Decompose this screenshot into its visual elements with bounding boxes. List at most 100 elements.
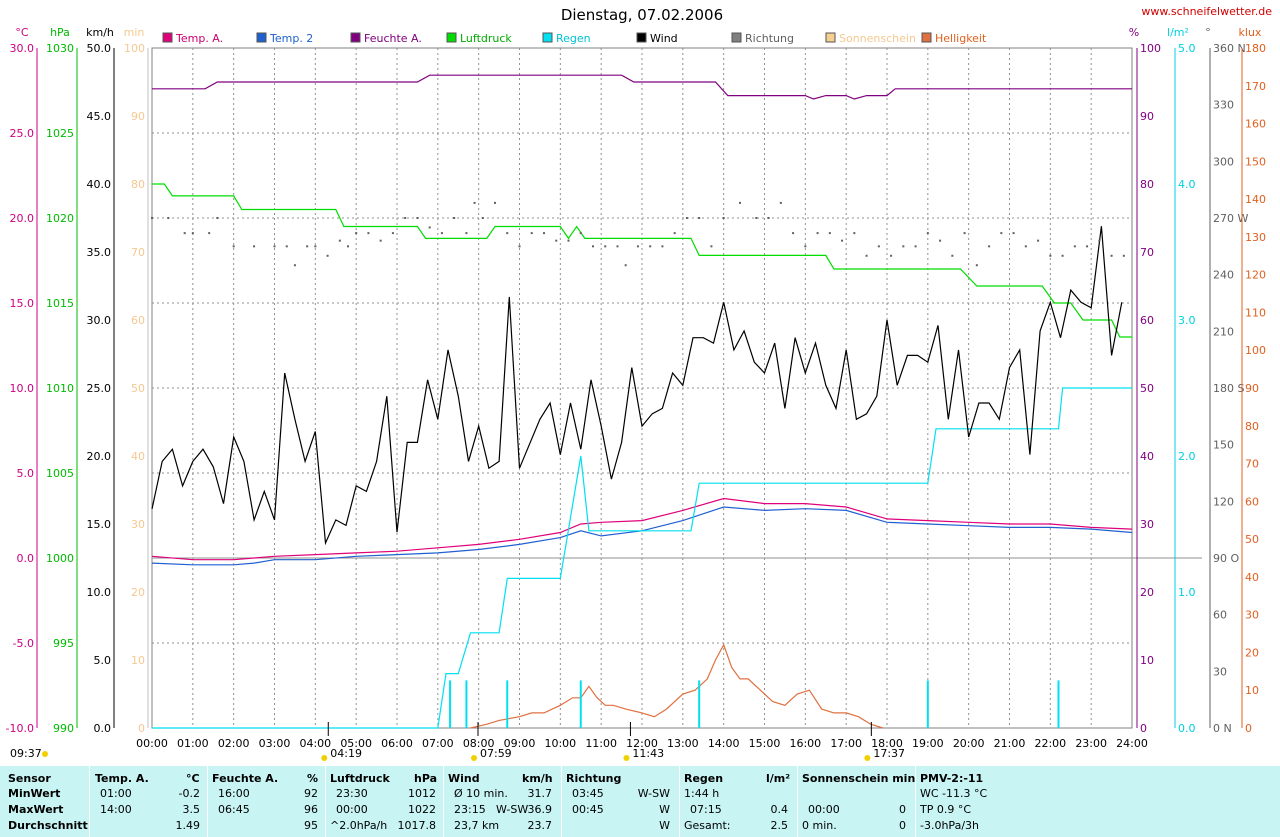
row-min-label: MinWert xyxy=(8,787,61,800)
brightness-tick-label: 150 xyxy=(1245,155,1266,168)
direction-dot xyxy=(1049,254,1052,257)
x-tick-label: 08:00 xyxy=(463,737,495,750)
rain-tick-label: 1.0 xyxy=(1178,586,1196,599)
direction-dot xyxy=(1098,239,1101,242)
legend-swatch xyxy=(256,32,267,43)
direction-dot xyxy=(567,239,570,242)
humidity-tick-label: 90 xyxy=(1140,110,1154,123)
legend-swatch xyxy=(825,32,836,43)
pressure-tick-label: 1005 xyxy=(46,467,74,480)
x-tick-label: 17:00 xyxy=(830,737,862,750)
brightness-tick-label: 120 xyxy=(1245,269,1266,282)
direction-tick-label: 120 xyxy=(1213,495,1234,508)
series-feuchte-a xyxy=(152,74,1132,100)
rain-tick-label: 5.0 xyxy=(1178,42,1196,55)
direction-tick-label: 240 xyxy=(1213,269,1234,282)
pressure-tick-label: 990 xyxy=(53,722,74,735)
pressure-tick-label: 1020 xyxy=(46,212,74,225)
temp-tick-label: 30.0 xyxy=(10,42,35,55)
chart-legend: Temp. A. Temp. 2 Feuchte A. Luftdruck Regen W… xyxy=(162,32,987,45)
brightness-unit-label: klux xyxy=(1239,26,1262,39)
temp-tick-label: 25.0 xyxy=(10,127,35,140)
max-press-time: 00:00 xyxy=(336,803,368,816)
direction-dot xyxy=(624,264,627,267)
x-tick-label: 05:00 xyxy=(340,737,372,750)
chart-title: Dienstag, 07.02.2006 xyxy=(561,6,723,24)
temp-unit-label: °C xyxy=(15,26,29,39)
legend-swatch xyxy=(162,32,173,43)
chart-series: 04:19 07:59 11:43 17:37 09:37 xyxy=(10,74,1133,761)
humidity-tick-label: 70 xyxy=(1140,246,1154,259)
min-dir-val: W-SW xyxy=(637,787,670,800)
weather-chart: 30.025.020.015.010.05.00.0-5.0-10.0°C103… xyxy=(6,6,1266,761)
min-dir-time: 03:45 xyxy=(572,787,604,800)
direction-dot xyxy=(453,217,456,219)
direction-tick-label: 300 xyxy=(1213,155,1234,168)
max-temp-time: 14:00 xyxy=(100,803,132,816)
sunshine-tick-label: 0 xyxy=(138,722,145,735)
hdr-wind: Wind xyxy=(448,772,480,785)
direction-dot xyxy=(293,264,296,267)
direction-dot xyxy=(1037,239,1040,242)
humidity-tick-label: 30 xyxy=(1140,518,1154,531)
pressure-tick-label: 1025 xyxy=(46,127,74,140)
pressure-tick-label: 1030 xyxy=(46,42,74,55)
wind-unit-label: km/h xyxy=(86,26,114,39)
direction-dot xyxy=(314,245,317,248)
direction-dot xyxy=(604,245,607,248)
rain-tick-label: 4.0 xyxy=(1178,178,1196,191)
min-press-val: 1012 xyxy=(408,787,436,800)
x-tick-label: 06:00 xyxy=(381,737,413,750)
direction-dot xyxy=(285,245,288,248)
x-tick-label: 13:00 xyxy=(667,737,699,750)
direction-dot xyxy=(355,232,358,235)
direction-dot xyxy=(191,232,194,235)
brightness-tick-label: 60 xyxy=(1245,495,1259,508)
sunshine-tick-label: 40 xyxy=(131,450,145,463)
min-hum-val: 92 xyxy=(304,787,318,800)
site-url[interactable]: www.schneifelwetter.de xyxy=(1141,5,1272,18)
direction-dot xyxy=(440,232,443,235)
direction-dot xyxy=(698,217,701,219)
avg-temp-val: 1.49 xyxy=(175,819,201,832)
temp-tick-label: 15.0 xyxy=(10,297,35,310)
rain-duration: 1:44 h xyxy=(684,787,720,800)
direction-tick-label: 360 N xyxy=(1213,42,1246,55)
sunshine-unit-label: min xyxy=(124,26,145,39)
legend-swatch xyxy=(636,32,647,43)
row-avg-label: Durchschnitt xyxy=(8,819,88,832)
direction-dot xyxy=(404,217,407,219)
rain-total-val: 2.5 xyxy=(770,819,789,832)
direction-dot xyxy=(841,239,844,242)
wind-tick-label: 30.0 xyxy=(87,314,112,327)
direction-dot xyxy=(939,239,942,242)
wind-tick-label: 45.0 xyxy=(87,110,112,123)
avg-wind-val: 23.7 xyxy=(527,819,553,832)
hdr-dir: Richtung xyxy=(566,772,622,785)
pressure-tick-label: 1010 xyxy=(46,382,74,395)
moon-icon xyxy=(623,755,630,761)
direction-dot xyxy=(216,217,219,219)
x-tick-label: 02:00 xyxy=(218,737,250,750)
direction-dot xyxy=(1122,254,1125,257)
hdr-rain: Regen xyxy=(684,772,724,785)
humidity-tick-label: 20 xyxy=(1140,586,1154,599)
hdr-sensor: Sensor xyxy=(8,772,51,785)
direction-dot xyxy=(902,245,905,248)
pmv-windchill: WC -11.3 °C xyxy=(920,787,988,800)
direction-dot xyxy=(481,217,484,219)
sunshine-tick-label: 90 xyxy=(131,110,145,123)
rain-total-label: Gesamt: xyxy=(684,819,731,832)
wind-tick-label: 40.0 xyxy=(87,178,112,191)
series-regen xyxy=(152,387,1132,729)
brightness-tick-label: 180 xyxy=(1245,42,1266,55)
direction-tick-label: 60 xyxy=(1213,609,1227,622)
max-wind-val: 36.9 xyxy=(527,803,553,816)
direction-dot xyxy=(232,245,235,248)
direction-dot xyxy=(926,232,929,235)
humidity-tick-label: 60 xyxy=(1140,314,1154,327)
min-wind-val: 31.7 xyxy=(527,787,553,800)
legend-swatch xyxy=(542,32,553,43)
wind-tick-label: 15.0 xyxy=(87,518,112,531)
min-hum-time: 16:00 xyxy=(218,787,250,800)
